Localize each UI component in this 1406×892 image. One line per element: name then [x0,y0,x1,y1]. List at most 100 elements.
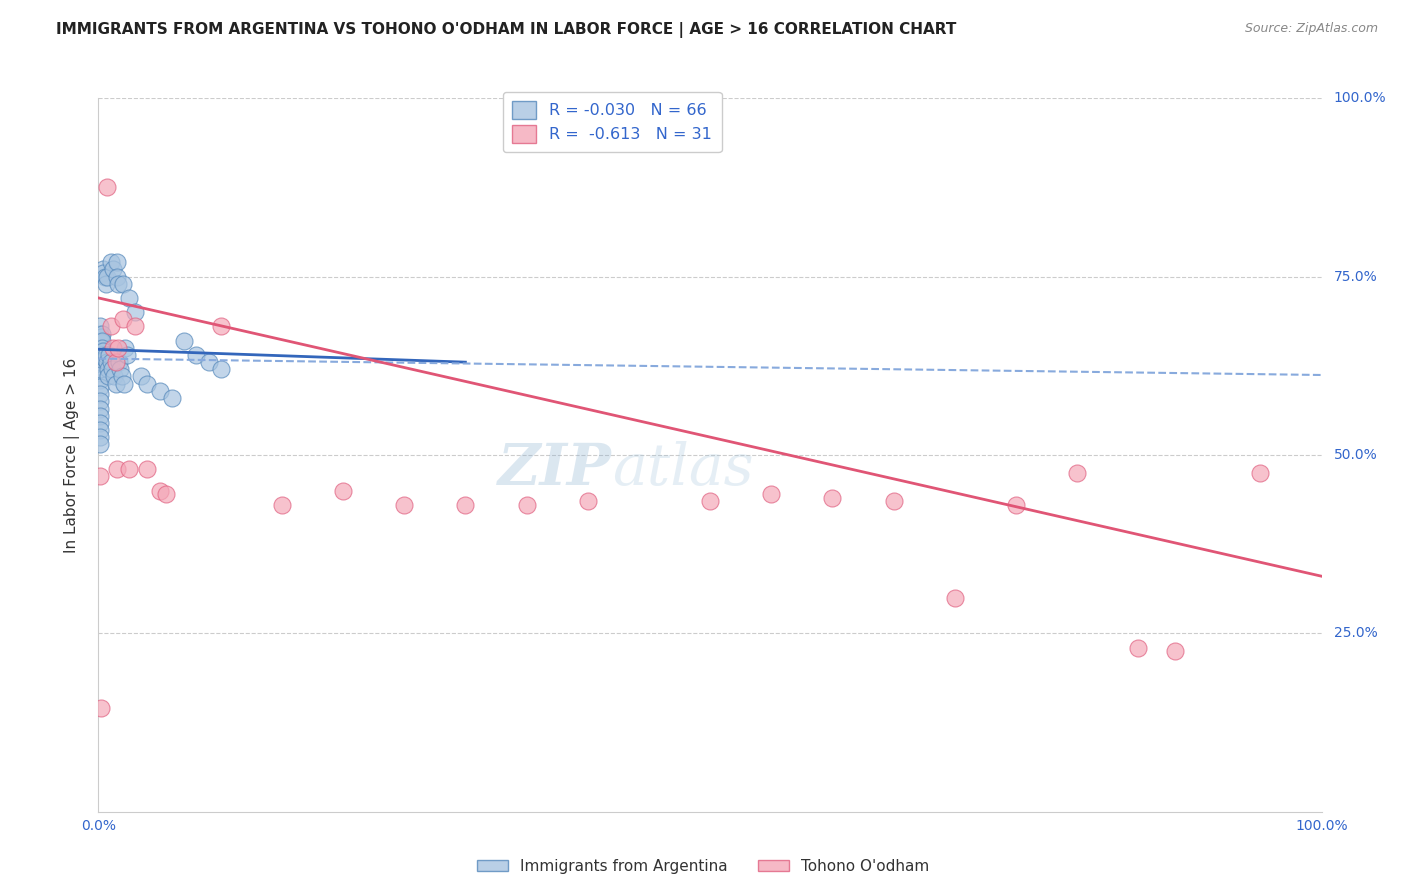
Point [96,355,118,369]
Point [91,348,114,362]
Point [89,355,111,369]
Point [89,380,111,394]
Point [1004,498,1026,512]
Point [91,334,114,348]
Point [91,326,114,341]
Point [136,376,159,391]
Point [90,351,112,366]
Text: atlas: atlas [612,441,754,498]
Point [124,319,146,334]
Point [392,498,416,512]
Point [96,269,118,284]
Point [576,494,599,508]
Point [91,344,114,359]
Text: 50.0%: 50.0% [1334,448,1378,462]
Point [883,494,905,508]
Point [89,362,111,376]
Point [136,462,159,476]
Point [197,355,219,369]
Point [118,291,141,305]
Point [209,362,232,376]
Point [89,351,111,366]
Point [89,348,111,362]
Point [1164,644,1187,658]
Point [89,416,111,430]
Point [155,487,177,501]
Point [1066,466,1088,480]
Point [89,387,111,401]
Point [821,491,844,505]
Point [114,341,136,355]
Text: IMMIGRANTS FROM ARGENTINA VS TOHONO O'ODHAM IN LABOR FORCE | AGE > 16 CORRELATIO: IMMIGRANTS FROM ARGENTINA VS TOHONO O'OD… [56,22,956,38]
Point [699,494,721,508]
Point [89,437,111,451]
Point [96,180,118,194]
Point [101,262,124,277]
Point [115,348,138,362]
Point [90,335,112,350]
Point [94,277,117,291]
Point [98,348,121,362]
Point [111,369,134,384]
Point [89,469,111,483]
Point [93,351,115,366]
Point [89,423,111,437]
Point [89,366,111,380]
Point [90,701,112,715]
Point [108,355,131,369]
Point [89,341,111,355]
Point [89,373,111,387]
Point [97,369,120,384]
Point [90,330,112,344]
Text: Source: ZipAtlas.com: Source: ZipAtlas.com [1244,22,1378,36]
Point [112,376,135,391]
Point [90,344,112,359]
Point [111,277,134,291]
Point [89,334,111,348]
Point [124,305,146,319]
Point [89,401,111,416]
Point [1128,640,1150,655]
Point [100,319,122,334]
Text: 25.0%: 25.0% [1334,626,1378,640]
Point [100,355,122,369]
Point [107,341,129,355]
Point [111,312,134,326]
Point [761,487,783,501]
Point [129,369,152,384]
Point [91,341,114,355]
Y-axis label: In Labor Force | Age > 16: In Labor Force | Age > 16 [63,358,80,552]
Point [118,462,141,476]
Point [89,394,111,409]
Point [186,348,208,362]
Point [101,341,124,355]
Point [160,391,183,405]
Point [89,430,111,444]
Point [173,334,195,348]
Text: 75.0%: 75.0% [1334,269,1378,284]
Point [149,483,172,498]
Point [105,462,128,476]
Point [91,262,114,277]
Point [209,319,232,334]
Point [515,498,537,512]
Point [101,362,124,376]
Point [89,409,111,423]
Point [107,277,129,291]
Point [1249,466,1271,480]
Point [103,369,125,384]
Text: 100.0%: 100.0% [1334,91,1386,105]
Point [94,348,117,362]
Legend: Immigrants from Argentina, Tohono O'odham: Immigrants from Argentina, Tohono O'odha… [471,853,935,880]
Point [89,319,111,334]
Point [97,362,120,376]
Point [100,255,122,269]
Legend: R = -0.030   N = 66, R =  -0.613   N = 31: R = -0.030 N = 66, R = -0.613 N = 31 [503,92,721,153]
Point [270,498,294,512]
Point [93,269,115,284]
Text: ZIP: ZIP [498,441,612,498]
Point [89,326,111,341]
Point [943,591,966,605]
Point [105,255,128,269]
Point [104,376,127,391]
